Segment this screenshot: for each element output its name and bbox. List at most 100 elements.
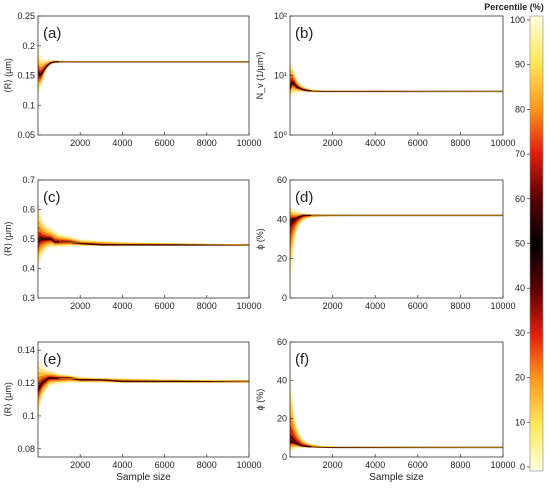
x-tick-label: 8000: [197, 460, 217, 470]
colorbar-tick-label: 80: [515, 104, 525, 114]
x-tick-label: 8000: [450, 301, 470, 311]
plot-area: [290, 180, 503, 298]
x-tick-label: 8000: [450, 138, 470, 148]
plot-area: [290, 342, 503, 457]
colorbar-tick-label: 60: [515, 194, 525, 204]
axes-frame: [289, 179, 504, 299]
y-tick-label: 0.5: [22, 234, 35, 244]
x-tick-label: 4000: [112, 301, 132, 311]
panel-label: (e): [43, 351, 61, 368]
converged-line: [311, 446, 504, 448]
y-tick-label: 0.7: [22, 175, 35, 185]
x-tick-label: 10000: [236, 460, 261, 470]
y-tick-label: 0.25: [17, 11, 35, 21]
percentile-band: [290, 68, 503, 95]
y-tick-label: 10⁰: [273, 130, 287, 140]
colorbar-tick-label: 100: [510, 15, 525, 25]
plot-area: [38, 16, 249, 135]
converged-line: [59, 241, 250, 246]
x-tick-label: 2000: [70, 138, 90, 148]
x-tick-label: 6000: [408, 301, 428, 311]
x-tick-label: 8000: [450, 460, 470, 470]
x-tick-label: 6000: [408, 460, 428, 470]
colorbar-title: Percentile (%): [484, 2, 544, 12]
axes-frame: [289, 341, 504, 458]
y-tick-label: 60: [277, 175, 287, 185]
y-tick-label: 40: [277, 375, 287, 385]
subplot: 2000 4000 6000 8000 10000 10⁰ 10¹ 10² (b) N_v (1/…: [255, 11, 516, 148]
x-tick-label: 4000: [112, 138, 132, 148]
subplot: 2000 4000 6000 8000 10000 0.3 0.4 0.5 0.6 0.7 (c) ⟨…: [3, 175, 262, 311]
median-line: [38, 238, 249, 246]
y-axis-label: ⟨R⟩ (μm): [3, 382, 13, 417]
y-tick-label: 0.2: [22, 41, 35, 51]
median-line: [290, 441, 503, 449]
x-tick-label: 4000: [365, 460, 385, 470]
y-tick-label: 0: [282, 452, 287, 462]
y-tick-label: 0.1: [22, 100, 35, 110]
colorbar-tick-label: 70: [515, 149, 525, 159]
colorbar-tick-label: 10: [515, 417, 525, 427]
x-tick-label: 8000: [197, 138, 217, 148]
y-axis-label: ϕ (%): [255, 228, 265, 250]
y-axis-label: ⟨R⟩ (μm): [3, 58, 13, 93]
colorbar-gradient: [529, 15, 544, 472]
y-tick-label: 0: [282, 293, 287, 303]
x-tick-label: 4000: [365, 301, 385, 311]
y-tick-label: 20: [277, 414, 287, 424]
x-axis-label: Sample size: [116, 472, 171, 483]
y-tick-label: 0.14: [17, 345, 35, 355]
y-tick-label: 10¹: [274, 71, 287, 81]
subplot: 2000 4000 6000 8000 10000 0.08 0.1 0.12 0.14 (e) ⟨…: [3, 341, 262, 483]
plot-area: [38, 342, 249, 457]
y-axis-label: ϕ (%): [255, 389, 265, 411]
panel-label: (f): [295, 351, 309, 368]
y-axis-label: ⟨R⟩ (μm): [3, 222, 13, 257]
colorbar-tick-label: 90: [515, 60, 525, 70]
subplot: 2000 4000 6000 8000 10000 0 20 40 60 (f) ϕ (%) Samp…: [255, 337, 516, 483]
x-tick-label: 2000: [323, 301, 343, 311]
x-tick-label: 10000: [236, 301, 261, 311]
colorbar-tick-label: 0: [520, 462, 525, 472]
x-tick-label: 2000: [323, 138, 343, 148]
subplot: 2000 4000 6000 8000 10000 0.05 0.1 0.15 0.2 0.25 (…: [3, 11, 262, 148]
x-tick-label: 6000: [408, 138, 428, 148]
x-tick-label: 2000: [70, 301, 90, 311]
x-tick-label: 10000: [490, 301, 515, 311]
x-tick-label: 10000: [490, 138, 515, 148]
subplot: 2000 4000 6000 8000 10000 0 20 40 60 (d) ϕ (%): [255, 175, 516, 311]
x-tick-label: 4000: [112, 460, 132, 470]
x-tick-label: 6000: [155, 460, 175, 470]
panel-label: (b): [295, 25, 313, 42]
axes-frame: [37, 341, 250, 458]
x-tick-label: 10000: [236, 138, 261, 148]
x-axis-label: Sample size: [369, 472, 424, 483]
y-tick-label: 0.08: [17, 444, 35, 454]
percentile-band: [38, 366, 249, 413]
colorbar-tick-label: 30: [515, 328, 525, 338]
y-tick-label: 10²: [274, 11, 287, 21]
colorbar-tick-label: 50: [515, 239, 525, 249]
x-tick-label: 4000: [365, 138, 385, 148]
colorbar-tick-label: 40: [515, 283, 525, 293]
y-tick-label: 0.1: [22, 411, 35, 421]
panel-label: (d): [295, 189, 313, 206]
x-tick-label: 2000: [70, 460, 90, 470]
y-tick-label: 0.4: [22, 264, 35, 274]
x-tick-label: 8000: [197, 301, 217, 311]
median-line: [38, 377, 249, 390]
y-tick-label: 0.6: [22, 205, 35, 215]
y-axis-label: N_v (1/μm³): [255, 52, 265, 100]
converged-line: [59, 377, 250, 382]
x-tick-label: 6000: [155, 138, 175, 148]
y-tick-label: 0.12: [17, 378, 35, 388]
y-tick-label: 40: [277, 214, 287, 224]
y-tick-label: 0.3: [22, 293, 35, 303]
x-tick-label: 10000: [490, 460, 515, 470]
y-tick-label: 0.05: [17, 130, 35, 140]
colorbar-tick-label: 20: [515, 373, 525, 383]
y-tick-label: 20: [277, 254, 287, 264]
x-tick-label: 6000: [155, 301, 175, 311]
